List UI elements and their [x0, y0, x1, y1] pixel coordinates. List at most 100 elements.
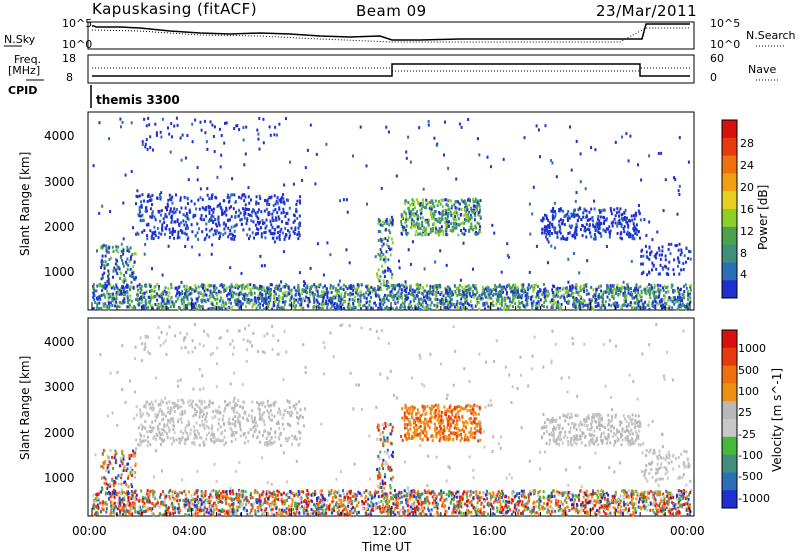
echo-cell	[414, 212, 417, 216]
echo-cell	[237, 500, 240, 504]
echo-cell	[450, 291, 453, 295]
echo-cell	[144, 303, 147, 306]
echo-cell	[466, 307, 469, 311]
echo-cell	[622, 291, 625, 295]
echo-cell	[415, 221, 418, 225]
echo-cell	[456, 300, 459, 304]
echo-cell	[416, 307, 419, 311]
echo-cell	[445, 203, 448, 207]
echo-cell	[228, 196, 231, 200]
echo-cell	[423, 267, 426, 271]
echo-cell	[263, 307, 266, 311]
echo-cell	[497, 307, 499, 311]
echo-cell	[421, 198, 424, 202]
echo-cell	[225, 121, 228, 125]
echo-cell	[473, 286, 476, 290]
echo-cell	[100, 246, 102, 249]
echo-cell	[268, 195, 271, 199]
echo-cell	[168, 212, 171, 216]
echo-cell	[410, 503, 413, 507]
echo-cell	[690, 489, 692, 493]
echo-cell	[551, 215, 554, 219]
echo-cell	[252, 284, 255, 288]
echo-cell	[101, 288, 104, 292]
echo-cell	[100, 266, 103, 269]
echo-cell	[389, 219, 392, 223]
echo-cell	[332, 286, 335, 290]
echo-cell	[572, 210, 575, 214]
echo-cell	[685, 246, 688, 250]
echo-cell	[504, 507, 507, 511]
echo-cell	[593, 199, 596, 203]
echo-cell	[140, 200, 143, 204]
echo-cell	[674, 178, 677, 181]
echo-cell	[293, 214, 296, 218]
echo-cell	[665, 302, 668, 306]
echo-cell	[246, 283, 249, 287]
echo-cell	[156, 304, 159, 308]
echo-cell	[292, 220, 295, 224]
echo-cell	[468, 228, 471, 232]
echo-cell	[575, 213, 578, 217]
echo-cell	[539, 298, 542, 302]
echo-cell	[176, 236, 179, 240]
echo-cell	[465, 218, 468, 222]
echo-cell	[422, 205, 424, 208]
echo-cell	[545, 293, 548, 297]
echo-cell	[462, 241, 465, 245]
echo-cell	[499, 502, 502, 506]
echo-cell	[266, 302, 269, 306]
echo-cell	[617, 220, 620, 224]
echo-cell	[357, 300, 359, 304]
echo-cell	[259, 284, 261, 288]
echo-cell	[338, 498, 341, 502]
echo-cell	[398, 285, 401, 289]
echo-cell	[210, 284, 213, 288]
echo-cell	[312, 306, 315, 310]
echo-cell	[423, 226, 426, 230]
echo-cell	[166, 202, 169, 206]
echo-cell	[331, 496, 334, 500]
echo-cell	[480, 296, 483, 300]
echo-cell	[460, 212, 463, 216]
echo-cell	[449, 292, 452, 295]
echo-cell	[120, 242, 123, 246]
echo-cell	[101, 246, 104, 250]
echo-cell	[575, 228, 578, 232]
echo-cell	[211, 243, 214, 247]
echo-cell	[395, 284, 398, 288]
echo-cell	[182, 219, 185, 223]
echo-cell	[520, 283, 523, 287]
echo-cell	[608, 225, 611, 229]
echo-cell	[210, 216, 212, 220]
echo-cell	[434, 499, 437, 503]
echo-cell	[386, 269, 389, 272]
echo-cell	[655, 267, 658, 271]
echo-cell	[219, 235, 222, 238]
echo-cell	[161, 117, 164, 121]
echo-cell	[107, 307, 110, 311]
echo-cell	[354, 287, 357, 291]
echo-cell	[185, 232, 188, 236]
echo-cell	[568, 224, 571, 228]
echo-cell	[442, 232, 445, 236]
echo-cell	[205, 214, 208, 218]
echo-cell	[613, 208, 616, 212]
echo-cell	[214, 218, 217, 222]
echo-cell	[285, 513, 288, 517]
echo-cell	[609, 287, 612, 291]
echo-cell	[511, 499, 514, 503]
echo-cell	[229, 229, 232, 232]
echo-cell	[673, 176, 675, 180]
echo-cell	[144, 142, 147, 146]
echo-cell	[149, 199, 152, 203]
echo-cell	[331, 300, 334, 304]
echo-cell	[256, 296, 259, 300]
echo-cell	[204, 300, 207, 304]
echo-cell	[228, 199, 231, 203]
echo-cell	[651, 508, 654, 512]
echo-cell	[476, 303, 478, 306]
echo-cell	[365, 285, 368, 289]
echo-cell	[129, 288, 131, 292]
echo-cell	[678, 513, 681, 517]
